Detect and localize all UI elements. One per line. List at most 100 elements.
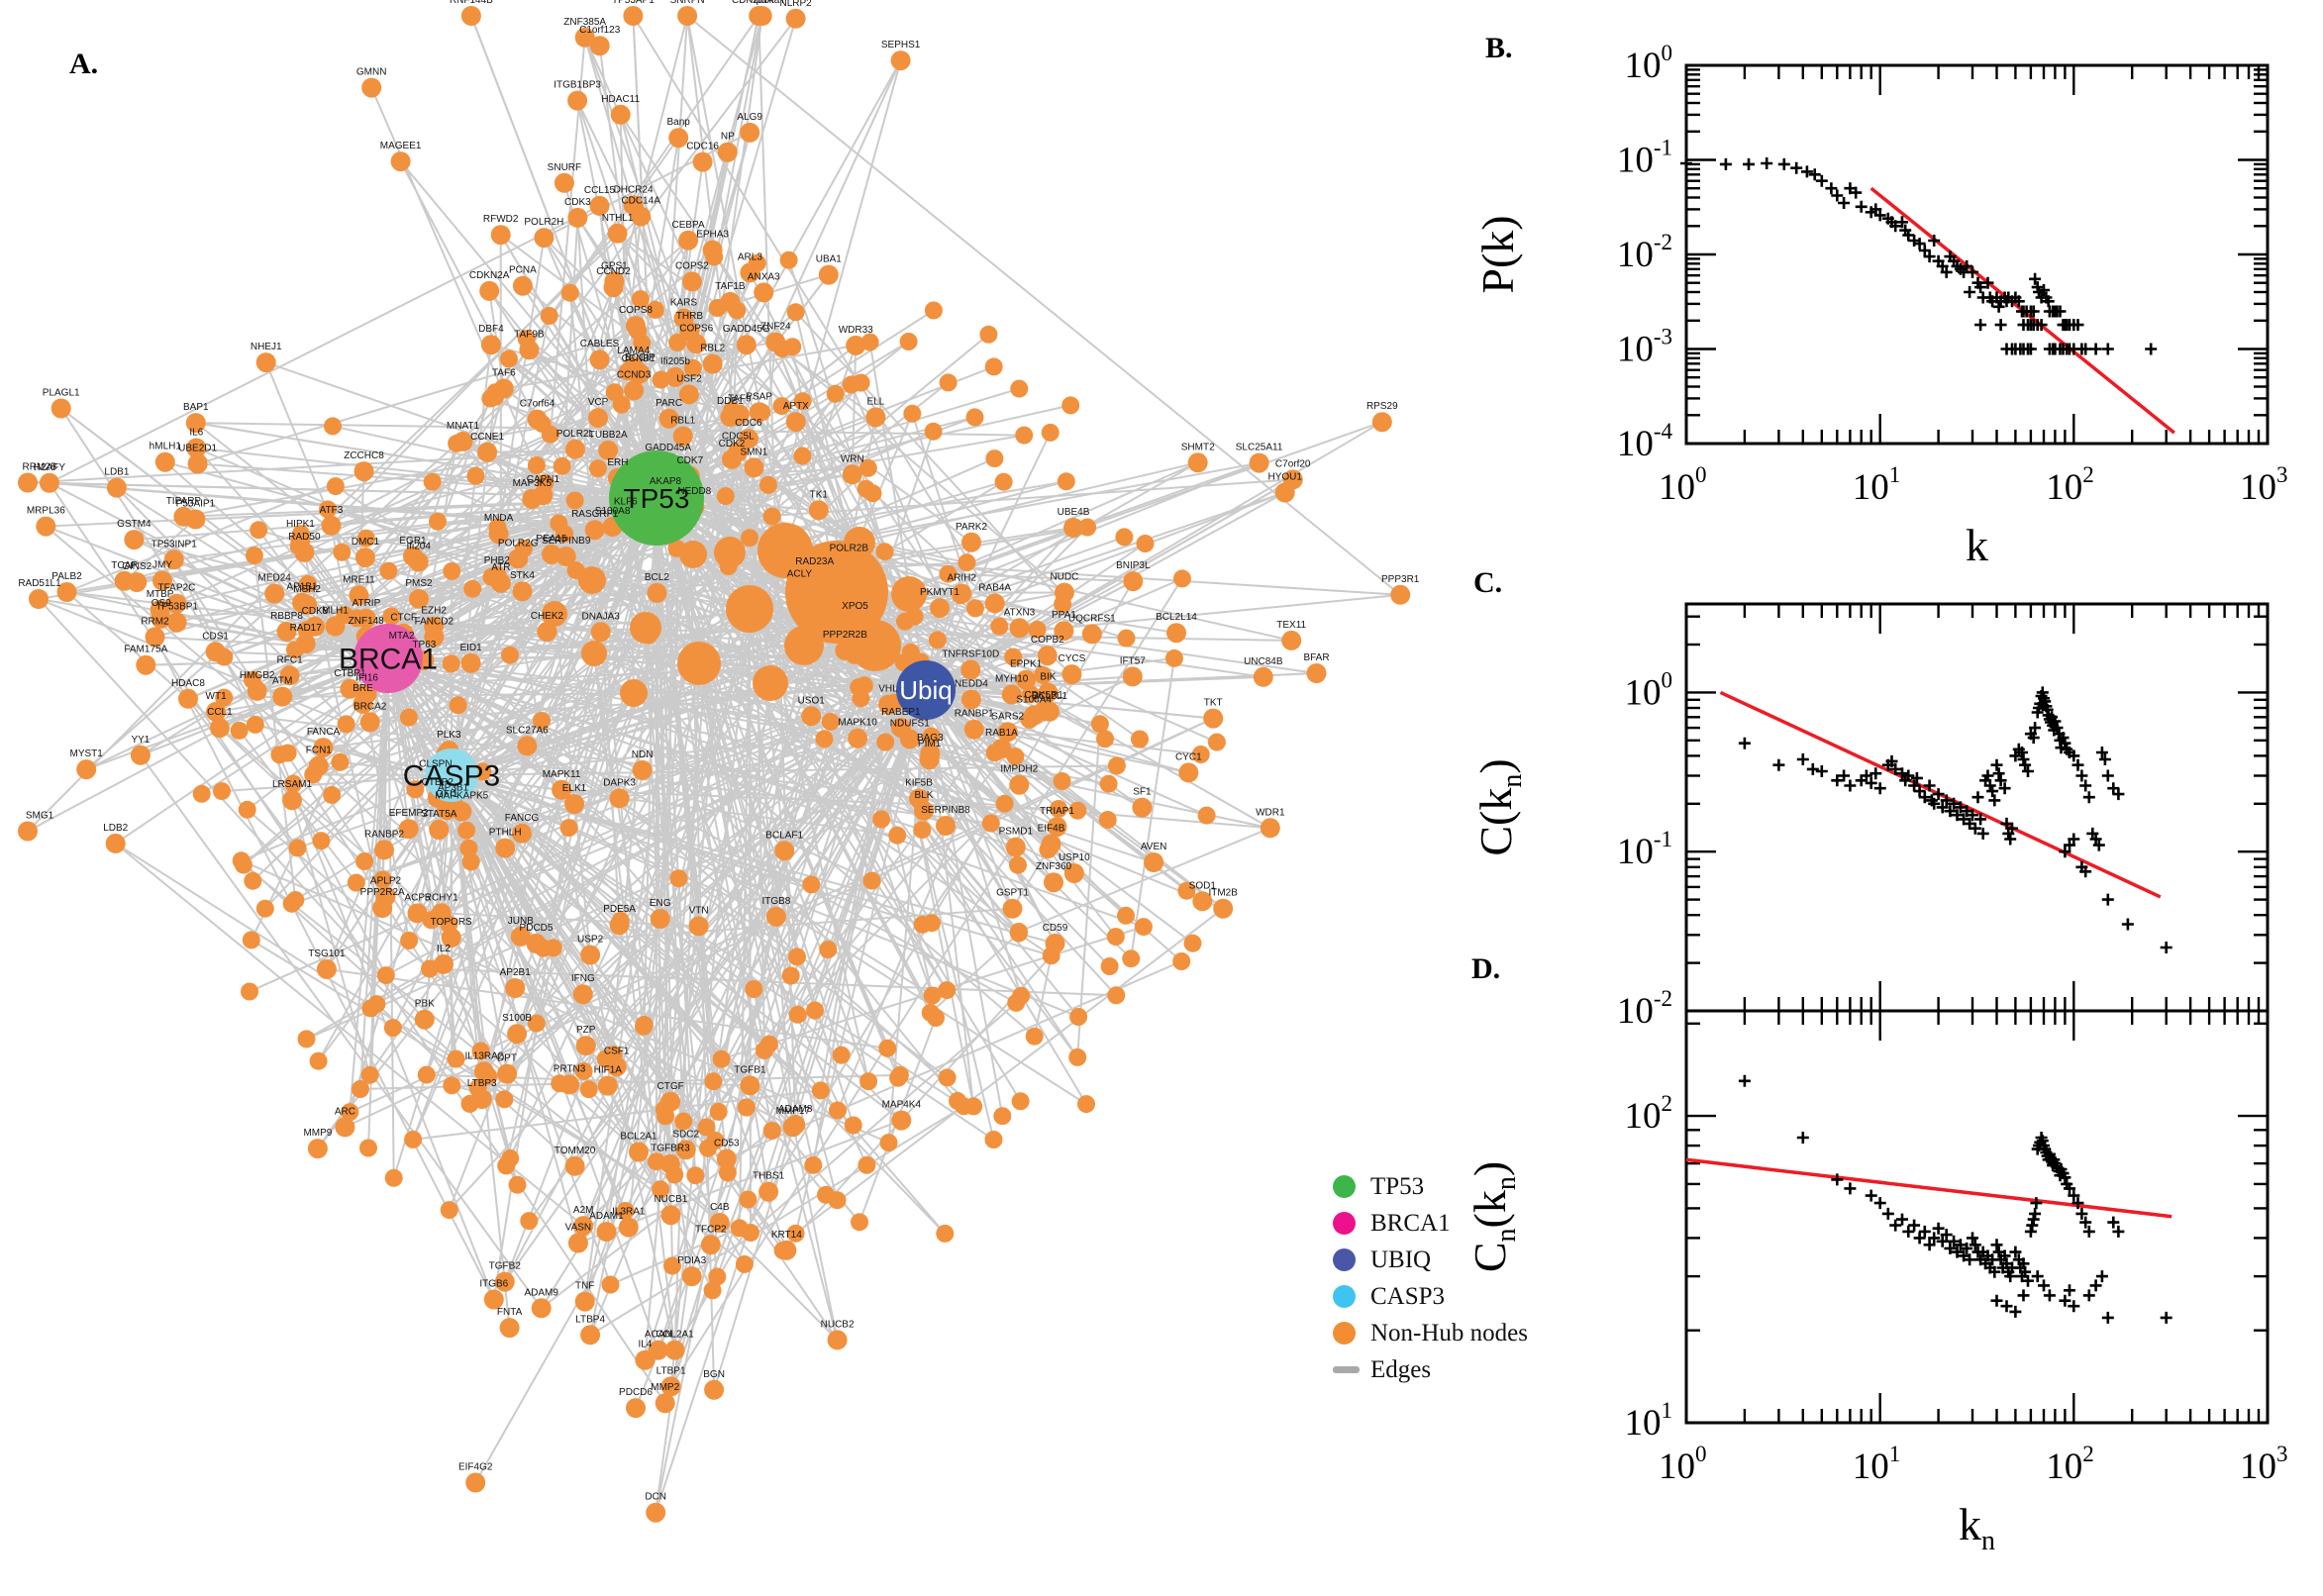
network-node: [1038, 682, 1059, 703]
network-node-label: IFT57: [1120, 655, 1147, 666]
data-point: [1976, 827, 1989, 840]
data-point: [1969, 1239, 1981, 1251]
network-node: [473, 1061, 494, 1082]
data-point: [2101, 769, 2114, 782]
data-point: [1969, 822, 1981, 835]
network-node-label: CYCS: [1059, 653, 1086, 664]
data-point: [1998, 1249, 2011, 1262]
network-node: [501, 1148, 520, 1167]
network-edge: [219, 497, 657, 730]
data-point: [1860, 769, 1872, 782]
y-tick-label: 10-2: [1617, 986, 1672, 1032]
network-node-label: VASN: [565, 1223, 592, 1234]
data-point: [2059, 1294, 2071, 1307]
network-node: [559, 819, 578, 838]
data-points: [1738, 1074, 2172, 1324]
network-node: [1177, 881, 1196, 900]
network-node: [629, 1142, 649, 1162]
network-node-label: TKT: [1204, 698, 1223, 709]
network-node: [575, 1036, 596, 1056]
network-edge: [925, 421, 1383, 691]
network-node: [326, 477, 345, 496]
network-edge: [656, 497, 773, 1132]
network-node: [765, 332, 786, 352]
data-point: [1961, 259, 1973, 272]
network-node: [542, 544, 561, 564]
data-point: [2089, 1279, 2102, 1292]
network-hub-label-brca1: BRCA1: [339, 644, 438, 676]
network-node: [994, 472, 1013, 491]
data-point: [2071, 319, 2084, 332]
network-edge: [796, 1014, 902, 1122]
network-node: [652, 1180, 670, 1199]
network-node: [406, 780, 425, 799]
network-node: [660, 1376, 681, 1397]
network-node-label: RAD23A: [795, 556, 834, 567]
data-point: [1869, 767, 1882, 780]
network-edge: [327, 508, 927, 691]
network-node: [1025, 1027, 1044, 1046]
network-node: [990, 617, 1009, 636]
network-node: [703, 1281, 722, 1300]
network-node: [1068, 801, 1087, 820]
network-node: [801, 706, 822, 727]
network-node: [247, 680, 267, 701]
data-point: [2009, 1246, 2022, 1258]
network-node: [730, 1219, 749, 1238]
network-edge: [632, 15, 996, 604]
network-edge: [656, 497, 717, 1142]
network-node: [844, 1116, 862, 1135]
network-node-label: ATR: [491, 562, 510, 573]
data-point: [1954, 1239, 1967, 1251]
data-point: [1944, 1242, 1957, 1254]
network-node: [215, 688, 234, 707]
network-node-label: AP3B1: [438, 783, 469, 794]
network-edge: [576, 100, 657, 499]
network-node-label: IFI16: [355, 673, 378, 684]
network-node: [1009, 774, 1030, 795]
network-node: [540, 307, 558, 325]
network-node-label: NLRP2: [779, 0, 812, 9]
network-node: [720, 291, 741, 312]
network-node-label: HYOU1: [1267, 472, 1302, 483]
network-node: [923, 914, 941, 933]
y-axis-title: Cn(kn): [1465, 1161, 1522, 1272]
network-edge: [656, 497, 949, 991]
network-node: [166, 612, 187, 633]
network-node-label: ARIH2: [947, 573, 976, 584]
network-edge: [241, 859, 576, 1167]
data-point: [1983, 779, 1996, 792]
network-node: [1178, 762, 1199, 783]
node-color-swatch: [1333, 1285, 1356, 1308]
data-point: [1855, 200, 1868, 213]
network-node: [588, 459, 607, 478]
network-node-label: CHEK2: [531, 611, 564, 622]
network-node: [609, 788, 630, 809]
network-node: [749, 402, 769, 423]
data-point: [1992, 300, 2005, 313]
network-node: [938, 981, 957, 1000]
network-node: [729, 599, 748, 618]
network-node-label: MAP3K5: [513, 478, 553, 489]
network-node: [290, 530, 311, 549]
network-node: [686, 1166, 705, 1185]
network-node: [564, 1155, 585, 1176]
data-point: [1738, 737, 1751, 749]
network-node: [745, 980, 763, 998]
network-node: [738, 429, 758, 449]
data-point: [2035, 319, 2048, 332]
network-node: [786, 303, 805, 322]
data-point: [1825, 182, 1838, 195]
network-node: [922, 727, 941, 746]
network-node: [457, 821, 476, 840]
network-edge: [729, 310, 739, 553]
network-node: [1009, 618, 1030, 639]
network-node: [309, 1051, 328, 1070]
network-node-label: CDK8: [302, 606, 329, 617]
network-node-label: Ifi204: [406, 542, 431, 552]
data-point: [2009, 749, 2022, 762]
network-node: [1021, 685, 1040, 704]
network-node: [192, 784, 211, 803]
network-edge: [656, 404, 1071, 499]
